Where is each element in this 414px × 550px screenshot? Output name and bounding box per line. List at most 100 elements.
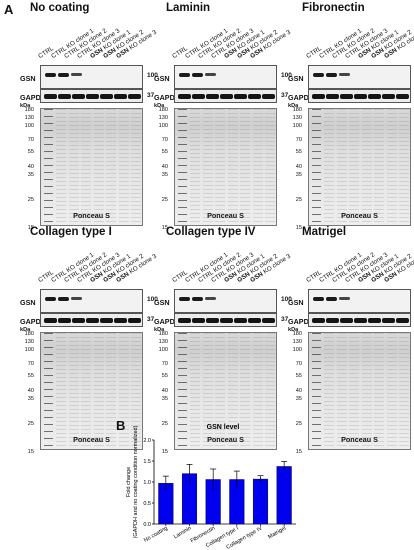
gsn-band (313, 297, 324, 301)
ladder-lane (44, 109, 53, 225)
gapdh-band (72, 94, 85, 99)
sample-lane (81, 333, 91, 449)
gapdh-band (128, 94, 141, 99)
ladder-label: 35 (161, 172, 168, 178)
ladder-label: 15 (295, 449, 302, 455)
sample-lane (252, 109, 263, 225)
ladder-label: 100 (292, 123, 302, 129)
ladder-label: 35 (295, 172, 302, 178)
sample-lane (374, 109, 384, 225)
gapdh-band (178, 318, 191, 323)
sample-lane (399, 333, 409, 449)
gsn-band (58, 297, 69, 301)
chart-title: GSN level (207, 424, 240, 431)
gapdh-band (114, 94, 127, 99)
gsn-band (326, 297, 337, 301)
sample-lane (240, 109, 250, 225)
sample-lane (56, 333, 66, 449)
sample-lane (93, 109, 104, 225)
gapdh-band (44, 94, 57, 99)
ladder-label: 15 (295, 225, 302, 231)
sample-lane (336, 109, 347, 225)
gapdh-blot (308, 313, 411, 327)
ponceau-label: Ponceau S (341, 211, 378, 220)
panel-b-letter: B (116, 418, 126, 433)
ladder-label: 100 (292, 347, 302, 353)
kda-label: kDa (288, 327, 299, 333)
gapdh-band (178, 94, 191, 99)
sample-lane (349, 109, 359, 225)
gsn-band (205, 73, 216, 76)
gapdh-band (312, 318, 325, 323)
condition-panel: Collagen type I CTRL CTRL KO clone 1 CTRL K… (20, 226, 158, 455)
ladder-label: 40 (27, 388, 34, 394)
ladder-label: 70 (161, 361, 168, 367)
y-tick-label: 0.0 (143, 522, 151, 528)
ladder-label: 15 (161, 225, 168, 231)
ladder-label: 130 (292, 115, 302, 121)
y-axis-title-line: (GAPDH and no coating condition normaliz… (133, 425, 139, 538)
sample-lane (227, 333, 238, 449)
ladder-label: 25 (295, 421, 302, 427)
sample-lane (131, 333, 141, 449)
ladder-label: 130 (158, 339, 168, 345)
gsn-band (71, 297, 82, 300)
gsn-blot (308, 289, 411, 313)
ladder-lane (44, 333, 53, 449)
ladder-label: 130 (292, 339, 302, 345)
kda-label: kDa (20, 103, 31, 109)
ladder-label: 25 (161, 421, 168, 427)
ladder-label: 40 (295, 388, 302, 394)
condition-panel: Laminin CTRL CTRL KO clone 1 CTRL KO clone … (154, 2, 292, 231)
sample-lane (349, 333, 359, 449)
mw-37-label: 37 (281, 92, 289, 99)
sample-lane (190, 333, 200, 449)
mw-100-label: 100 (281, 296, 292, 303)
ladder-label: 40 (161, 388, 168, 394)
ladder-label: 180 (292, 107, 302, 113)
ladder-label: 25 (161, 197, 168, 203)
gsn-band (205, 297, 216, 300)
ladder-lane (178, 109, 187, 225)
lane-labels: CTRL CTRL KO clone 1 CTRL KO clone 2 CTRL K… (171, 16, 292, 60)
gapdh-band (262, 318, 275, 323)
ladder-label: 55 (161, 149, 168, 155)
gapdh-band (58, 94, 71, 99)
ladder-label: 130 (24, 115, 34, 121)
gsn-row-label: GSN (288, 74, 304, 83)
ladder-label: 100 (24, 123, 34, 129)
gapdh-row-label: GAPDH (20, 317, 46, 326)
mw-100-label: 100 (147, 72, 158, 79)
sample-lane (336, 333, 347, 449)
lane-labels: CTRL CTRL KO clone 1 CTRL KO clone 2 CTRL K… (305, 240, 414, 284)
ladder-label: 180 (24, 107, 34, 113)
condition-title: Collagen type IV (166, 226, 256, 238)
gsn-band (71, 73, 82, 76)
gsn-row-label: GSN (288, 298, 304, 307)
gapdh-band (86, 318, 99, 323)
gapdh-band (340, 318, 353, 323)
gapdh-band (326, 94, 339, 99)
ladder-lane (312, 333, 321, 449)
gsn-blot (174, 65, 277, 89)
y-tick-label: 0.5 (143, 501, 151, 507)
gsn-band (192, 73, 203, 77)
gapdh-band (114, 318, 127, 323)
ladder-lane (178, 333, 187, 449)
gapdh-row-label: GAPDH (154, 317, 180, 326)
gapdh-band (396, 318, 409, 323)
y-tick-label: 1.5 (143, 459, 151, 465)
sample-lane (399, 109, 409, 225)
gsn-row-label: GSN (154, 74, 170, 83)
gapdh-band (262, 94, 275, 99)
ladder-label: 25 (295, 197, 302, 203)
ponceau-stain: Ponceau S (40, 108, 143, 226)
gapdh-band (396, 94, 409, 99)
sample-lane (202, 333, 213, 449)
sample-lane (190, 109, 200, 225)
gapdh-band (206, 94, 219, 99)
condition-title: Collagen type I (30, 226, 112, 238)
ladder-label: 55 (295, 149, 302, 155)
gsn-band (192, 297, 203, 301)
gapdh-band (382, 94, 395, 99)
